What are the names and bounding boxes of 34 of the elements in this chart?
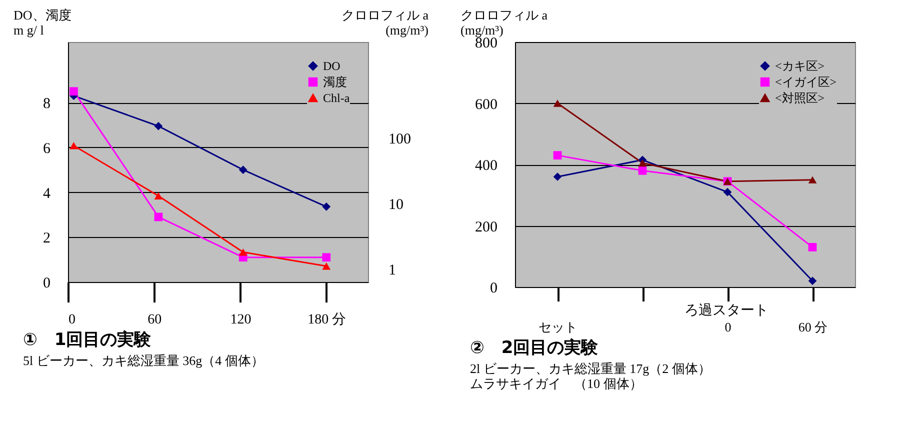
x-tick-label: 180 分 (308, 312, 346, 328)
y2-tick-label: 100 (388, 131, 411, 148)
legend-label: <イガイ区> (775, 75, 837, 89)
text: ムラサキイガイ （10 個体） (470, 376, 642, 391)
y-axis-title: DO、濁度 m g/ l (14, 8, 72, 38)
legend-label: DO (323, 59, 341, 73)
x-tick-label: 60 分 (798, 320, 828, 334)
x-tick-label: 0 (724, 320, 732, 334)
y-tick-label: 0 (43, 276, 50, 292)
y2-tick-label: 10 (388, 196, 404, 213)
text: 2l ビーカー、カキ総湿重量 17g（2 個体） (470, 361, 711, 376)
y-tick-label: 8 (43, 96, 50, 112)
legend-label: <対照区> (775, 91, 825, 105)
y-tick-label: 2 (43, 230, 50, 247)
y-tick-label: 600 (475, 96, 498, 113)
x-tick-label: セット (538, 320, 578, 334)
y-tick-label: 200 (475, 219, 498, 236)
x-tick-label: 0 (68, 312, 76, 328)
y-tick-label: 6 (43, 140, 51, 157)
x-tick-label: 120 (230, 312, 252, 328)
y2-axis-title: クロロフィル a (mg/m³) (341, 8, 429, 38)
y-tick-label: 4 (43, 186, 51, 202)
y2-tick-label: 1 (388, 262, 396, 278)
text: ② 2回目の実験 (470, 338, 600, 358)
legend-label: Chl-a (323, 91, 350, 105)
x-axis-title: ろ過スタート (684, 302, 768, 318)
y-axis-title: クロロフィル a (mg/m³) (460, 8, 548, 38)
x-tick-label: 60 (148, 312, 162, 328)
text: 5l ビーカー、カキ総湿重量 36g（4 個体） (23, 353, 264, 368)
y-tick-label: 400 (475, 158, 498, 174)
legend-label: 濁度 (323, 75, 347, 89)
text: ① 1回目の実験 (23, 330, 152, 350)
legend-label: <カキ区> (775, 59, 825, 73)
y-tick-label: 0 (490, 280, 498, 296)
